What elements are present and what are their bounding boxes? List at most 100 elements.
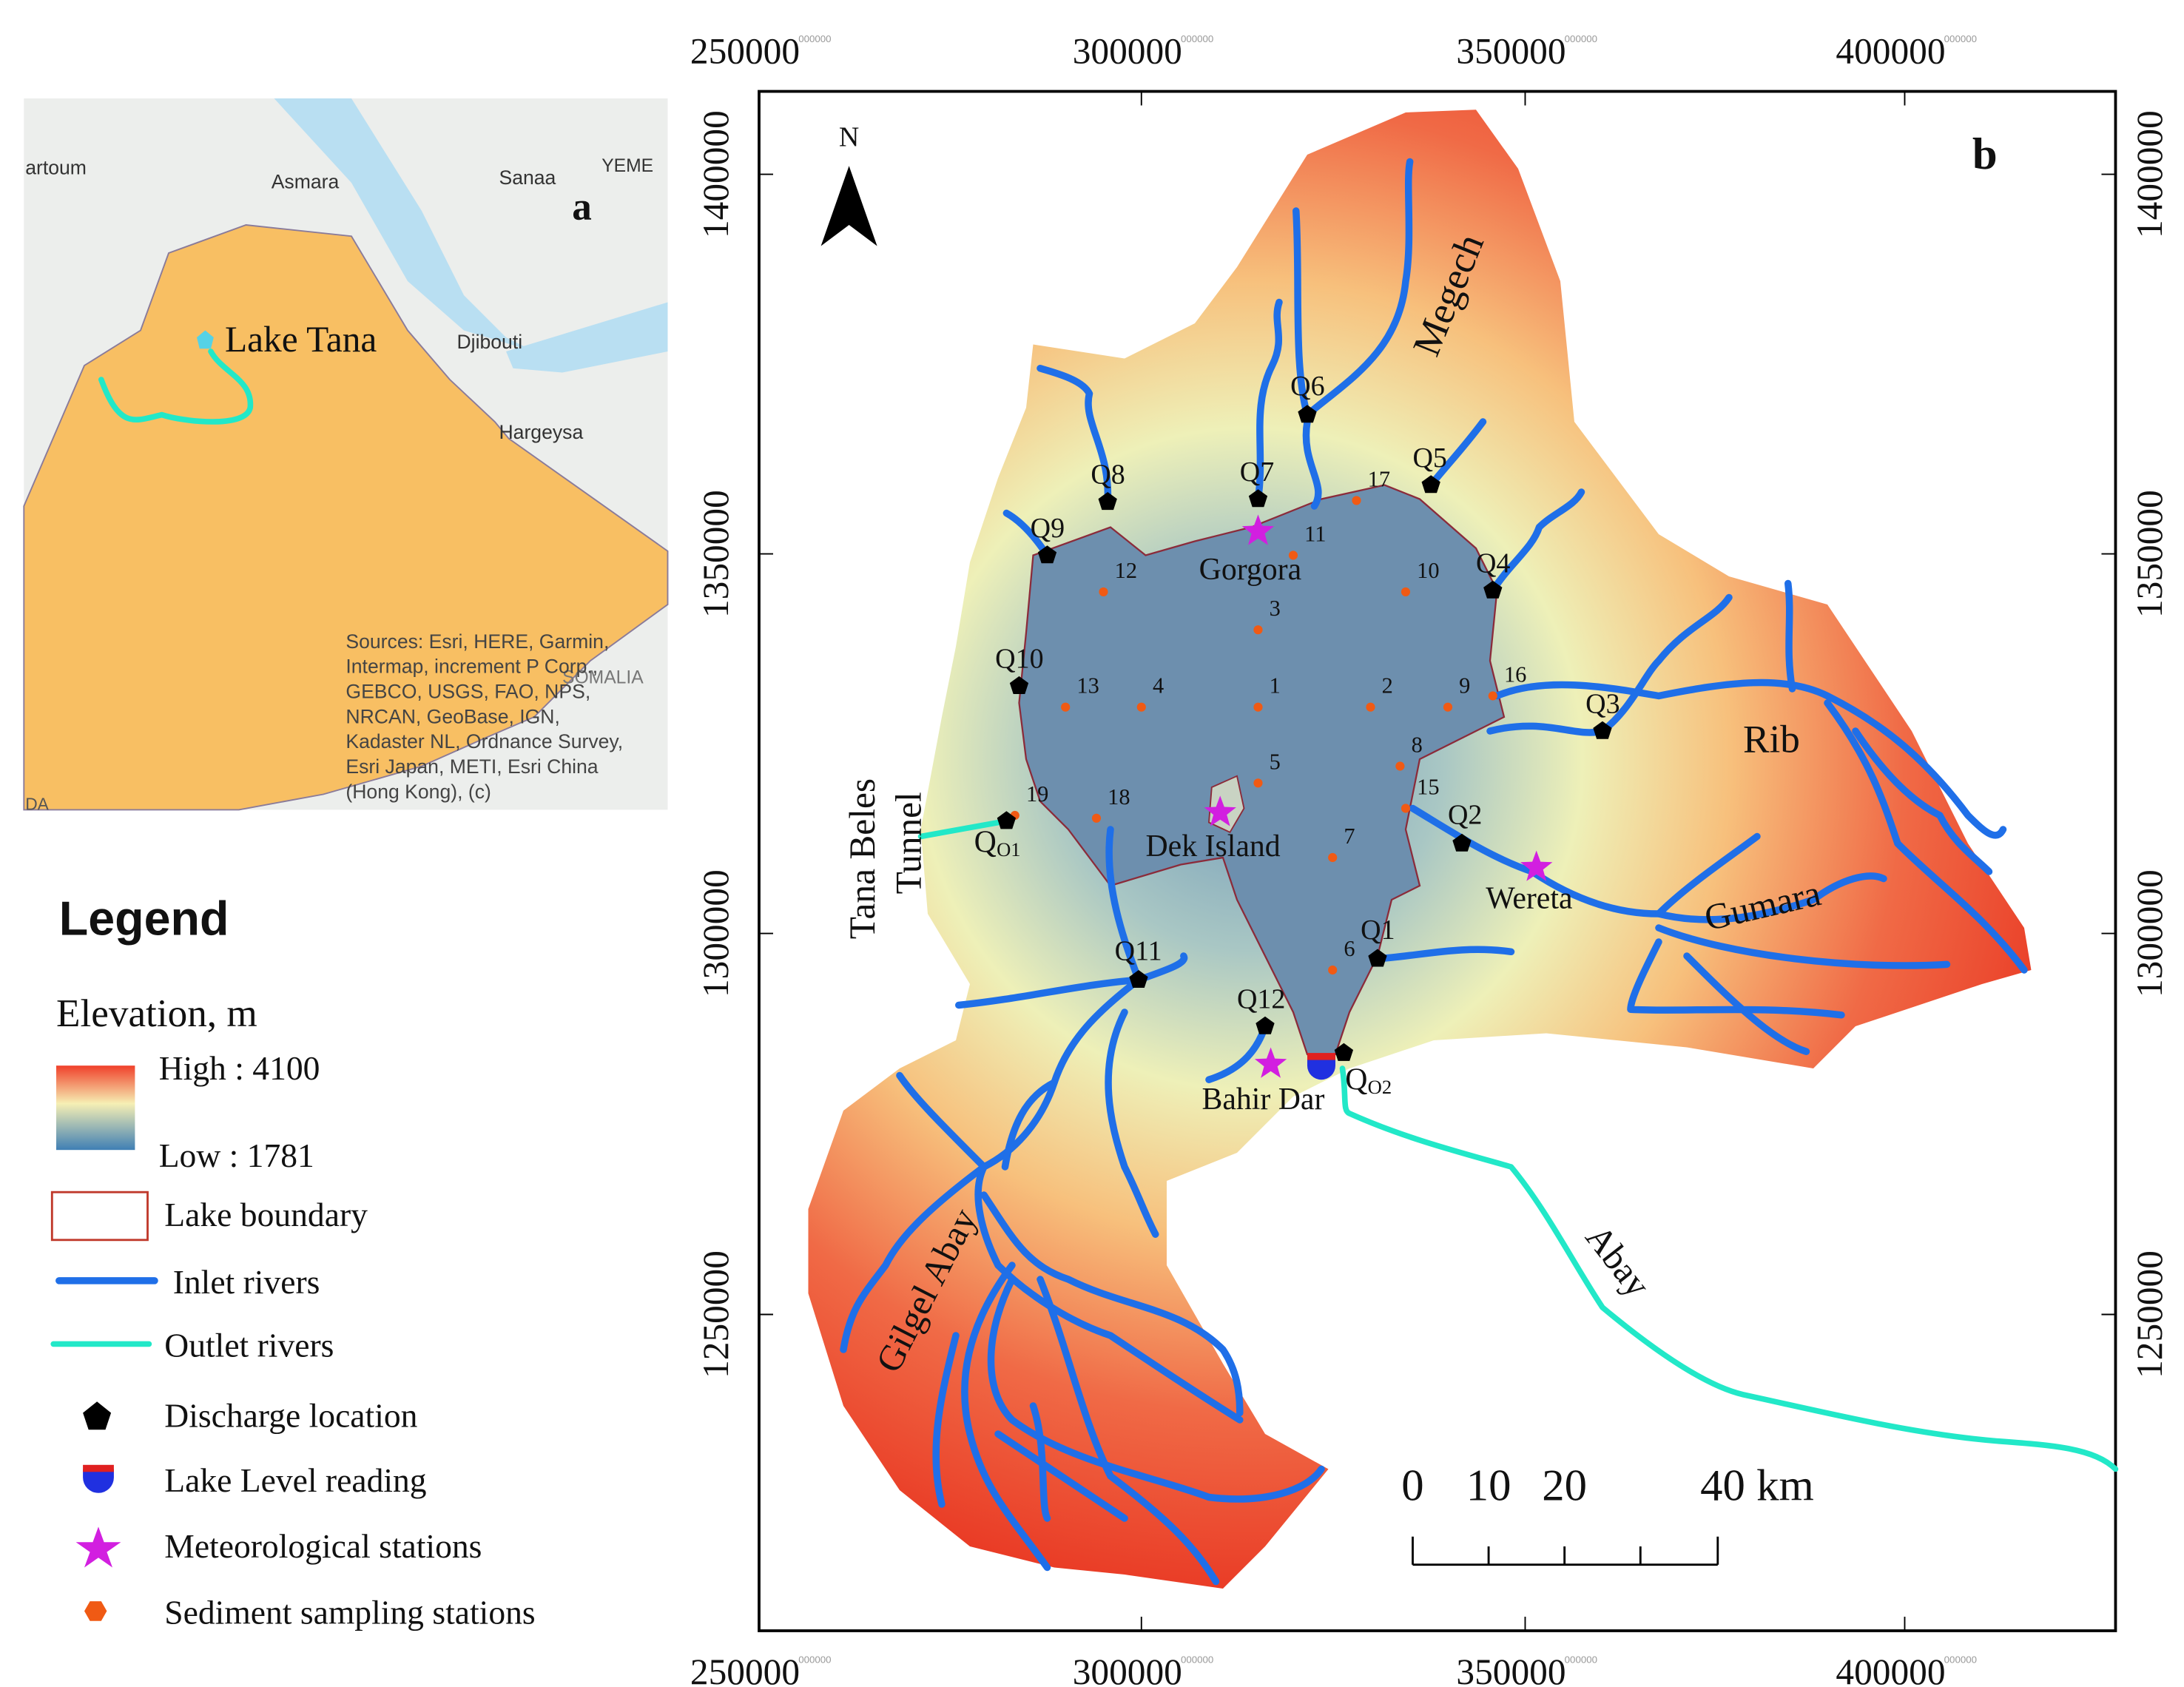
river bbox=[1852, 727, 1993, 875]
place-label: Wereta bbox=[1486, 881, 1572, 915]
tick-suffix: 000000 bbox=[1181, 33, 1213, 44]
sediment-label: 12 bbox=[1115, 558, 1137, 583]
x-tick-label: 250000 bbox=[690, 31, 800, 72]
place-label: Gorgora bbox=[1199, 553, 1301, 587]
tunnel-label: Tunnel bbox=[888, 792, 928, 894]
tick-suffix: 000000 bbox=[1181, 1654, 1213, 1666]
river bbox=[1374, 946, 1515, 963]
place-label: DA bbox=[25, 794, 49, 813]
river bbox=[896, 1071, 988, 1171]
river bbox=[1655, 832, 1761, 917]
y-tick-label: 1350000 bbox=[2129, 490, 2170, 618]
river bbox=[961, 1262, 1051, 1572]
river bbox=[1427, 418, 1487, 489]
elevation-title: Elevation, m bbox=[56, 991, 257, 1035]
legend-item: Lake boundary bbox=[164, 1196, 368, 1233]
sediment-label: 7 bbox=[1344, 824, 1355, 849]
sources-line: Intermap, increment P Corp., bbox=[346, 656, 598, 678]
river bbox=[1105, 826, 1142, 984]
lake-level-icon bbox=[1307, 1053, 1335, 1060]
sediment-label: 10 bbox=[1417, 558, 1439, 583]
discharge-location bbox=[1009, 676, 1029, 694]
sediment-swatch bbox=[84, 1601, 107, 1621]
sediment-station bbox=[1061, 702, 1071, 712]
river bbox=[955, 976, 1142, 1009]
met-station bbox=[1520, 850, 1553, 881]
sources-line: Esri Japan, METI, Esri China bbox=[346, 755, 598, 778]
tick-suffix: 000000 bbox=[1565, 1654, 1597, 1666]
y-tick-label: 1300000 bbox=[2129, 869, 2170, 997]
sources-line: Sources: Esri, HERE, Garmin, bbox=[346, 630, 609, 653]
sediment-label: 13 bbox=[1076, 673, 1099, 698]
sediment-label: 6 bbox=[1344, 936, 1355, 961]
sources-line: GEBCO, USGS, FAO, NPS, bbox=[346, 681, 590, 703]
abay-river bbox=[1339, 1065, 2119, 1472]
axis-ticks: 2500000000002500000000003000000000003000… bbox=[690, 31, 2170, 1687]
x-tick-label: 350000 bbox=[1456, 1651, 1565, 1687]
sediment-station bbox=[1136, 702, 1146, 712]
red-sea bbox=[274, 98, 534, 352]
sediment-label: 11 bbox=[1304, 522, 1326, 547]
panel-label: b bbox=[1972, 129, 1998, 179]
abay-inset bbox=[98, 348, 254, 425]
discharge-label: Q6 bbox=[1290, 371, 1324, 402]
legend-title: Legend bbox=[59, 892, 229, 945]
scale-label: 40 km bbox=[1700, 1461, 1814, 1510]
lake-label: Lake Tana bbox=[225, 319, 377, 360]
sediment-label: 16 bbox=[1504, 662, 1526, 687]
discharge-location bbox=[1248, 489, 1268, 508]
x-tick-label: 400000 bbox=[1836, 31, 1945, 72]
y-tick-label: 1400000 bbox=[695, 110, 736, 238]
legend: Legend Elevation, m High : 4100 Low : 17… bbox=[50, 892, 536, 1631]
discharge-label: Q3 bbox=[1585, 688, 1620, 719]
tick-suffix: 000000 bbox=[1944, 33, 1977, 44]
sediment-label: 9 bbox=[1459, 673, 1470, 698]
discharge-location bbox=[1452, 833, 1472, 852]
river bbox=[1037, 365, 1112, 506]
place-label: YEME bbox=[601, 156, 653, 176]
sediment-station bbox=[1443, 702, 1453, 712]
sediment-station bbox=[1328, 852, 1338, 863]
discharge-label: Q2 bbox=[1448, 799, 1482, 830]
outlet-label: Q bbox=[974, 825, 997, 859]
discharge-label: Q4 bbox=[1476, 548, 1510, 579]
met-swatch bbox=[75, 1526, 121, 1568]
y-tick-label: 1400000 bbox=[2129, 110, 2170, 238]
elevation-low: Low : 1781 bbox=[159, 1137, 314, 1174]
river bbox=[974, 976, 1244, 1424]
sediment-station bbox=[1366, 702, 1375, 712]
lake-tana-inset bbox=[196, 330, 214, 349]
main-map: 1 23456789101112131516171819Q1Q2Q3Q4Q5Q6Q… bbox=[690, 31, 2170, 1687]
tick-suffix: 000000 bbox=[798, 1654, 831, 1666]
sediment-label: 3 bbox=[1270, 596, 1281, 621]
discharge-location bbox=[1334, 1043, 1354, 1061]
river bbox=[1784, 579, 1796, 693]
discharge-location bbox=[1256, 1016, 1275, 1034]
discharge-swatch bbox=[83, 1401, 112, 1430]
river bbox=[1493, 678, 2007, 839]
place-label: SOMALIA bbox=[562, 667, 644, 687]
lake-boundary-swatch bbox=[50, 1191, 149, 1242]
river bbox=[1037, 1276, 1220, 1586]
x-tick-label: 300000 bbox=[1073, 31, 1182, 72]
river bbox=[840, 1163, 988, 1353]
sediment-station bbox=[1488, 691, 1497, 701]
river bbox=[1824, 699, 2028, 974]
discharge-label: Q10 bbox=[995, 644, 1043, 675]
discharge-label: Q1 bbox=[1361, 915, 1395, 946]
river bbox=[1292, 207, 1311, 419]
met-station bbox=[1204, 795, 1236, 826]
river bbox=[1486, 593, 1733, 736]
sediment-station bbox=[1328, 965, 1338, 975]
sediment-station bbox=[1401, 804, 1411, 813]
place-label: Bahir Dar bbox=[1201, 1082, 1324, 1117]
discharge-location bbox=[1129, 969, 1148, 989]
discharge-location bbox=[1421, 475, 1440, 494]
scale-label: 0 bbox=[1401, 1461, 1423, 1510]
sediment-label: 19 bbox=[1026, 781, 1048, 807]
sediment-label: 17 bbox=[1368, 466, 1390, 491]
sediment-label: 2 bbox=[1382, 673, 1393, 698]
discharge-label: Q12 bbox=[1237, 983, 1285, 1014]
met-station bbox=[1254, 1047, 1287, 1078]
